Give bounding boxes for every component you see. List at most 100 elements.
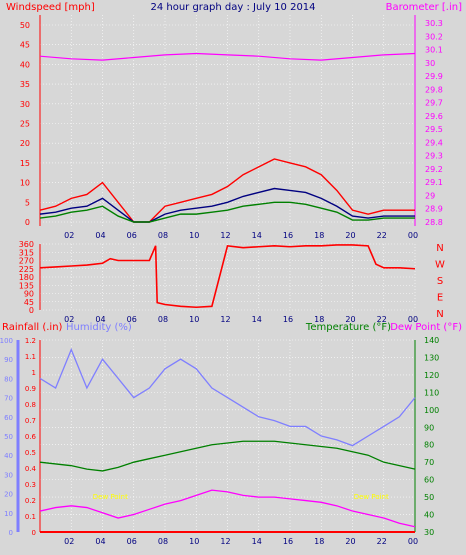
climate-x-tick-label: 06	[127, 537, 137, 546]
humidity-y-tick-label: 40	[4, 452, 13, 460]
climate-series-dew-point	[39, 489, 416, 528]
climate-x-tick-label: 22	[377, 537, 387, 546]
temp-y-tick-label: 80	[424, 441, 434, 450]
wind-x-tick-label: 14	[252, 231, 262, 240]
rain-y-tick-label: 0.9	[25, 385, 36, 393]
temp-y-tick-label: 90	[424, 423, 434, 432]
baro-y-tick-label: 29	[425, 191, 435, 200]
direction-x-tick-label: 08	[158, 315, 168, 324]
wind-series-2	[39, 201, 415, 223]
temp-y-tick-label: 130	[424, 353, 439, 362]
baro-y-tick-label: 29.2	[425, 165, 443, 174]
direction-x-tick-label: 18	[314, 315, 324, 324]
direction-x-tick-label: 02	[64, 315, 74, 324]
direction-y-tick-label: 90	[24, 290, 34, 299]
rain-y-tick-label: 0.4	[25, 465, 37, 473]
humidity-y-tick-label: 80	[4, 375, 13, 383]
rain-y-tick-label: 0	[32, 529, 36, 537]
humidity-y-tick-label: 70	[4, 395, 13, 403]
wind-y-tick-label: 30	[20, 100, 30, 109]
direction-y-tick-label: 360	[19, 240, 34, 249]
temp-y-tick-label: 40	[424, 511, 434, 520]
compass-label: S	[437, 276, 443, 287]
humidity-y-tick-label: 20	[4, 491, 13, 499]
wind-axis-title: Windspeed [mph]	[6, 2, 95, 13]
baro-y-tick-label: 28.9	[425, 205, 443, 214]
climate-x-tick-label: 02	[64, 537, 74, 546]
temp-y-tick-label: 110	[424, 388, 439, 397]
direction-x-tick-label: 16	[283, 315, 293, 324]
baro-y-tick-label: 29.7	[425, 99, 443, 108]
climate-x-tick-label: 08	[158, 537, 168, 546]
direction-y-tick-label: 135	[19, 281, 34, 290]
humidity-y-tick-label: 100	[0, 337, 13, 345]
wind-series-1	[39, 187, 415, 223]
humidity-y-tick-label: 10	[4, 510, 13, 518]
humidity-axis-title: Humidity (%)	[66, 322, 132, 333]
rain-axis-title: Rainfall (.in)	[2, 322, 63, 333]
wind-x-tick-label: 04	[95, 231, 105, 240]
direction-x-tick-label: 14	[252, 315, 262, 324]
humidity-y-tick-label: 50	[4, 433, 13, 441]
temp-y-tick-label: 50	[424, 493, 434, 502]
direction-x-tick-label: 20	[345, 315, 355, 324]
baro-y-tick-label: 30.3	[425, 19, 443, 28]
baro-y-tick-label: 29.1	[425, 178, 443, 187]
chart-title: 24 hour graph day : July 10 2014	[150, 2, 315, 13]
climate-series-humidity	[39, 347, 416, 447]
temp-y-tick-label: 120	[424, 371, 439, 380]
baro-y-tick-label: 30	[425, 59, 435, 68]
rain-y-tick-label: 0.5	[25, 449, 36, 457]
wind-x-tick-label: 10	[189, 231, 199, 240]
rain-y-tick-label: 0.8	[25, 401, 36, 409]
climate-x-tick-label: 00	[408, 537, 418, 546]
wind-x-tick-label: 22	[377, 231, 387, 240]
wind-x-tick-label: 20	[345, 231, 355, 240]
direction-x-tick-label: 06	[127, 315, 137, 324]
wind-y-tick-label: 25	[20, 120, 30, 129]
rain-y-tick-label: 0.2	[25, 497, 36, 505]
wind-x-tick-label: 12	[220, 231, 230, 240]
baro-y-tick-label: 29.9	[425, 72, 443, 81]
rain-y-tick-label: 0.3	[25, 481, 36, 489]
wind-y-tick-label: 15	[20, 159, 30, 168]
baro-y-tick-label: 28.8	[425, 218, 443, 227]
direction-x-tick-label: 22	[377, 315, 387, 324]
humidity-y-tick-label: 60	[4, 414, 13, 422]
wind-series-3	[39, 52, 416, 61]
wind-x-tick-label: 08	[158, 231, 168, 240]
wind-y-tick-label: 35	[20, 80, 30, 89]
rain-y-tick-label: 0.6	[25, 433, 37, 441]
baro-axis-title: Barometer [.in]	[386, 2, 462, 13]
baro-y-tick-label: 30.2	[425, 32, 443, 41]
rain-y-tick-label: 1.2	[25, 337, 36, 345]
compass-label: W	[435, 260, 445, 271]
wind-y-tick-label: 50	[20, 21, 30, 30]
climate-x-tick-label: 04	[95, 537, 105, 546]
wind-x-tick-label: 00	[408, 231, 418, 240]
direction-x-tick-label: 10	[189, 315, 199, 324]
wind-y-tick-label: 10	[20, 179, 30, 188]
humidity-y-tick-label: 90	[4, 356, 13, 364]
temp-axis-title: Temperature (°F)	[305, 322, 391, 333]
direction-y-tick-label: 270	[19, 257, 34, 266]
temp-y-tick-label: 60	[424, 476, 434, 485]
direction-y-tick-label: 0	[29, 306, 34, 315]
wind-y-tick-label: 40	[20, 60, 30, 69]
humidity-y-tick-label: 30	[4, 471, 13, 479]
baro-y-tick-label: 29.6	[425, 112, 443, 121]
baro-y-tick-label: 29.3	[425, 152, 443, 161]
compass-label: N	[436, 243, 443, 254]
temp-y-tick-label: 30	[424, 528, 434, 537]
baro-y-tick-label: 29.5	[425, 125, 443, 134]
direction-series-0	[39, 244, 416, 309]
wind-x-tick-label: 06	[127, 231, 137, 240]
wind-x-tick-label: 16	[283, 231, 293, 240]
rain-y-tick-label: 0.7	[25, 417, 36, 425]
compass-label: E	[437, 293, 443, 304]
baro-y-tick-label: 30.1	[425, 46, 443, 55]
direction-y-tick-label: 45	[24, 298, 34, 307]
wind-x-tick-label: 02	[64, 231, 74, 240]
